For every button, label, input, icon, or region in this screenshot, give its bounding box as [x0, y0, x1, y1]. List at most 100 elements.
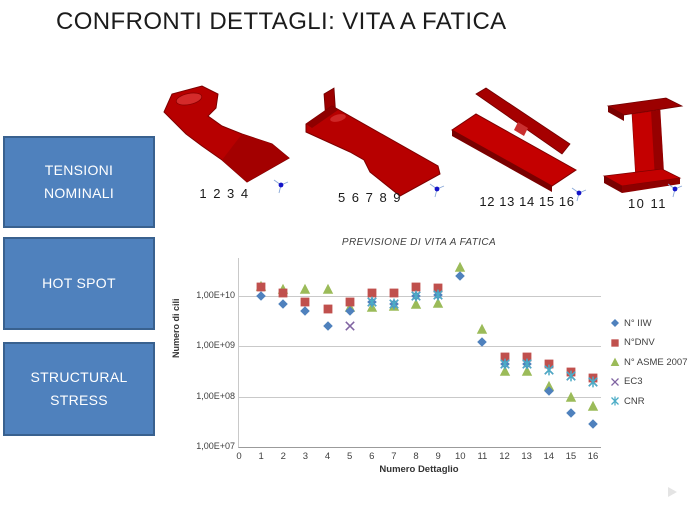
data-point: [322, 284, 333, 295]
data-point: [345, 297, 355, 307]
data-point: [367, 288, 377, 298]
data-point: [566, 370, 576, 382]
axis-triad-icon: [667, 183, 683, 198]
x-tick-label: 6: [369, 451, 375, 462]
x-tick-label: 7: [391, 451, 397, 462]
method-box-hot-spot[interactable]: HOT SPOT: [3, 237, 155, 330]
data-point: [256, 291, 266, 301]
x-tick-label: 11: [477, 451, 488, 462]
y-tick-label: 1,00E+09: [196, 340, 235, 351]
axis-triad-icon: [571, 187, 587, 202]
data-point: [322, 321, 333, 332]
x-tick-label: 13: [521, 451, 532, 462]
x-tick-label: 10: [454, 451, 466, 462]
axis-triad-icon: [429, 183, 445, 198]
slide-next-arrow-icon[interactable]: [668, 487, 677, 497]
x-tick-label: 14: [543, 451, 555, 462]
data-point: [367, 296, 377, 308]
plot-area: 1,00E+10 1,00E+09 1,00E+08 1,00E+07 0 1 2 3 4 5 6 7…: [196, 258, 687, 462]
x-tick-label: 12: [499, 451, 510, 462]
data-point: [522, 352, 532, 362]
x-tick-label: 1: [258, 451, 264, 462]
data-point: [300, 284, 311, 295]
method-box-label: HOT SPOT: [42, 274, 116, 291]
data-point: [477, 337, 488, 348]
data-point: [411, 290, 421, 302]
data-point: [323, 304, 332, 314]
legend-label: N° ASME 2007: [624, 356, 688, 368]
data-point: [433, 283, 443, 293]
data-point: [410, 298, 422, 309]
x-tick-label: 9: [435, 451, 441, 462]
data-point: [544, 364, 554, 376]
x-tick-label: 2: [280, 451, 286, 462]
data-point: [521, 366, 532, 377]
data-point: [499, 365, 510, 376]
diamond-marker-icon: [611, 319, 619, 327]
data-point: [432, 297, 444, 308]
asterisk-marker-icon: [611, 396, 619, 406]
data-point: [278, 298, 289, 309]
y-tick-label: 1,00E+10: [196, 290, 235, 300]
figure-caption: 10 11: [627, 196, 668, 211]
data-point: [278, 288, 288, 298]
figure-caption: 12 13 14 15 16: [479, 194, 575, 209]
y-axis-title: Numero di cili: [171, 298, 181, 358]
x-tick-label: 8: [413, 451, 419, 462]
x-tick-label: 0: [236, 451, 242, 462]
figure-caption: 1 2 3 4: [199, 186, 250, 201]
legend-label: EC3: [624, 376, 643, 387]
method-box-tensioni-nominali[interactable]: TENSIONI NOMINALI: [3, 136, 155, 228]
legend-item: CNR: [610, 396, 687, 407]
legend-label: N° IIW: [624, 317, 652, 329]
x-tick-label: 15: [565, 451, 577, 462]
chart-legend: N° IIW N°DNV N° ASME 2007 EC3 CNR: [610, 318, 687, 416]
axis-triad-icon: [273, 179, 289, 194]
data-point: [477, 323, 488, 334]
fem-model-t-beam-icon: [451, 87, 577, 192]
data-point: [521, 358, 532, 370]
data-point: [389, 288, 399, 298]
gridline: [239, 346, 601, 348]
legend-item: N° ASME 2007: [610, 356, 688, 368]
data-point: [588, 419, 598, 430]
fem-model-stiffened-plate-icon: [305, 87, 441, 197]
x-marker-icon: [611, 377, 619, 386]
data-point: [256, 282, 266, 292]
data-point: [500, 352, 509, 362]
data-point: [300, 297, 310, 307]
fem-model-plate-icon: [163, 85, 290, 183]
data-point: [344, 306, 355, 316]
data-point: [543, 386, 554, 396]
x-axis-title: Numero Dettaglio: [379, 464, 459, 475]
y-tick-label: 1,00E+08: [196, 390, 235, 401]
data-point: [588, 376, 598, 387]
data-point: [566, 407, 576, 418]
data-point: [587, 400, 599, 411]
data-point: [499, 358, 510, 370]
data-point: [389, 298, 399, 310]
method-box-label: TENSIONI NOMINALI: [43, 161, 115, 201]
data-point: [455, 261, 466, 272]
triangle-marker-icon: [610, 357, 620, 366]
method-box-label: STRUCTURAL STRESS: [30, 368, 128, 408]
method-box-structural-stress[interactable]: STRUCTURAL STRESS: [3, 342, 155, 436]
data-point: [411, 282, 421, 292]
gridline: [239, 396, 601, 398]
data-point: [543, 380, 554, 391]
x-tick-label: 4: [324, 451, 331, 462]
figure-caption: 5 6 7 8 9: [337, 190, 403, 205]
chart-title: PREVISIONE DI VITA A FATICA: [341, 237, 497, 248]
y-tick-label: 1,00E+07: [196, 440, 235, 451]
legend-label: N°DNV: [624, 337, 655, 348]
x-tick-label: 5: [346, 451, 353, 462]
page-title: CONFRONTI DETTAGLI: VITA A FATICA: [56, 8, 507, 35]
fem-model-i-beam-icon: [602, 97, 684, 193]
data-point: [455, 271, 466, 281]
data-point: [344, 321, 355, 332]
legend-item: N° IIW: [610, 317, 687, 329]
legend-item: N°DNV: [610, 337, 687, 348]
square-marker-icon: [611, 338, 619, 347]
x-tick-label: 16: [587, 451, 599, 462]
